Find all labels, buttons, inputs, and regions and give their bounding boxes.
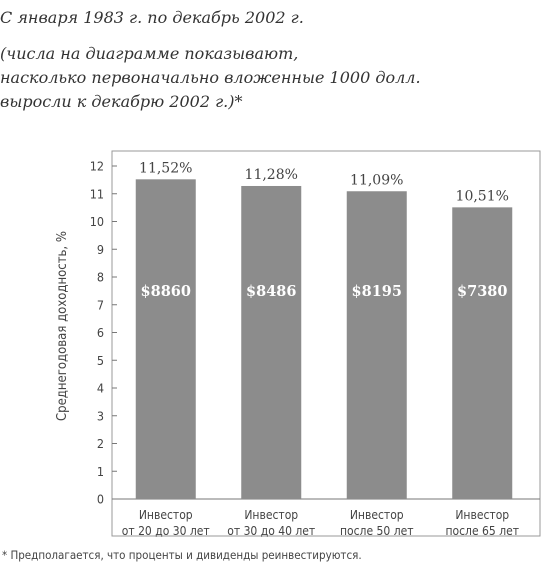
x-category-label: Инвестор bbox=[139, 508, 193, 522]
y-tick-label: 11 bbox=[90, 186, 104, 201]
x-category-label: после 65 лет bbox=[445, 524, 519, 538]
y-axis-label: Среднегодовая доходность, % bbox=[55, 231, 70, 421]
y-tick-label: 9 bbox=[97, 242, 104, 257]
y-tick-label: 3 bbox=[97, 408, 104, 423]
bar-group: 11,09% $8195 Инвестор после 50 лет bbox=[340, 172, 414, 538]
y-tick-label: 5 bbox=[97, 353, 104, 368]
x-category-label: Инвестор bbox=[455, 508, 509, 522]
bar-inner-label: $8860 bbox=[141, 283, 191, 300]
plot-frame bbox=[111, 150, 541, 537]
heading-line-3: насколько первоначально вложенные 1000 д… bbox=[0, 68, 421, 87]
heading-line-1: С января 1983 г. по декабрь 2002 г. bbox=[0, 8, 304, 27]
chart-heading: С января 1983 г. по декабрь 2002 г. (чис… bbox=[0, 6, 550, 114]
y-tick-label: 2 bbox=[97, 436, 104, 451]
x-category-label: Инвестор bbox=[244, 508, 298, 522]
y-tick-label: 0 bbox=[97, 492, 104, 507]
y-tick-label: 7 bbox=[97, 297, 104, 312]
bar bbox=[452, 207, 513, 499]
y-tick-label: 6 bbox=[97, 325, 104, 340]
bar-inner-label: $7380 bbox=[457, 283, 507, 300]
x-category-label: от 20 до 30 лет bbox=[122, 524, 210, 538]
bar-group: 10,51% $7380 Инвестор после 65 лет bbox=[445, 188, 519, 538]
bar-group: 11,52% $8860 Инвестор от 20 до 30 лет bbox=[122, 160, 210, 538]
x-category-label: Инвестор bbox=[350, 508, 404, 522]
y-tick-label: 1 bbox=[97, 464, 104, 479]
y-tick-label: 8 bbox=[97, 270, 104, 285]
bar-value-label: 11,09% bbox=[350, 172, 403, 188]
y-tick-label: 12 bbox=[90, 159, 104, 174]
bar-inner-label: $8486 bbox=[246, 283, 296, 300]
bar-group: 11,28% $8486 Инвестор от 30 до 40 лет bbox=[227, 167, 315, 538]
bar-value-label: 11,28% bbox=[245, 167, 298, 183]
y-tick-label: 4 bbox=[97, 381, 104, 396]
bar bbox=[135, 179, 196, 499]
x-category-label: от 30 до 40 лет bbox=[227, 524, 315, 538]
y-tick-label: 10 bbox=[90, 214, 104, 229]
bar bbox=[346, 191, 407, 499]
bar bbox=[241, 185, 302, 500]
heading-line-4: выросли к декабрю 2002 г.)* bbox=[0, 92, 243, 111]
bar-inner-label: $8195 bbox=[352, 283, 402, 300]
heading-line-2: (числа на диаграмме показывают, bbox=[0, 44, 299, 63]
bar-value-label: 11,52% bbox=[139, 160, 192, 176]
x-category-label: после 50 лет bbox=[340, 524, 414, 538]
bar-value-label: 10,51% bbox=[456, 188, 509, 204]
bars: 11,52% $8860 Инвестор от 20 до 30 лет 11,28%… bbox=[122, 160, 519, 538]
footnote: * Предполагается, что проценты и дивиден… bbox=[2, 548, 362, 562]
